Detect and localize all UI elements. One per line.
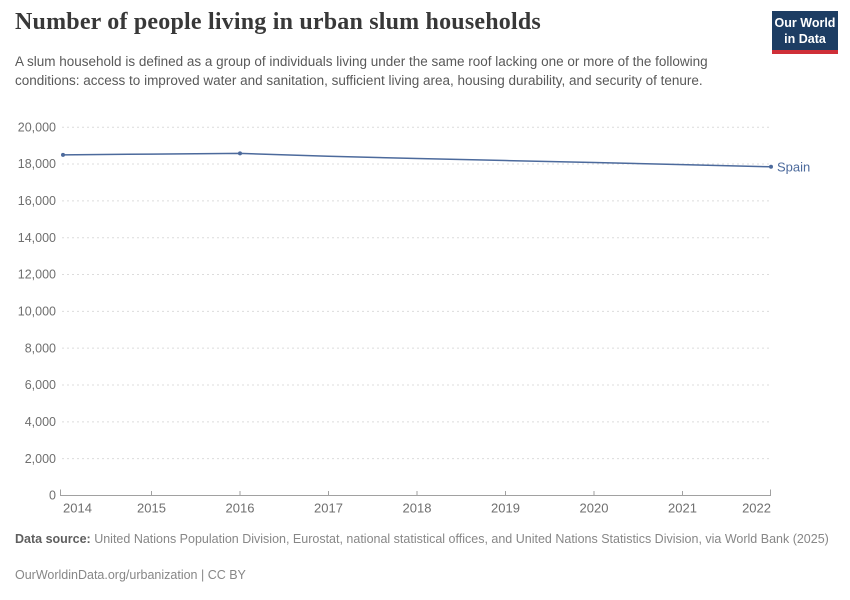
y-tick-label: 12,000: [18, 268, 56, 282]
attribution-line: OurWorldinData.org/urbanization | CC BY: [15, 568, 246, 582]
data-point-marker: [238, 151, 242, 156]
page-title: Number of people living in urban slum ho…: [15, 9, 541, 35]
x-tick-label: 2014: [63, 501, 92, 516]
y-tick-label: 20,000: [18, 120, 56, 134]
y-tick-label: 6,000: [25, 378, 56, 392]
y-tick-label: 16,000: [18, 194, 56, 208]
x-tick-label: 2015: [137, 501, 166, 516]
y-tick-label: 0: [49, 489, 56, 503]
y-tick-label: 8,000: [25, 341, 56, 355]
x-tick-label: 2016: [226, 501, 255, 516]
y-tick-label: 2,000: [25, 452, 56, 466]
x-tick-label: 2018: [403, 501, 432, 516]
x-tick-label: 2020: [580, 501, 609, 516]
line-chart: 0 2,000 4,000 6,000 8,000 10,000 12,000 14,000 1…: [18, 120, 810, 516]
x-tick-label: 2019: [491, 501, 520, 516]
chart-subtitle: A slum household is defined as a group o…: [15, 54, 708, 88]
x-tick-label: 2021: [668, 501, 697, 516]
x-tick-label: 2017: [314, 501, 343, 516]
y-tick-label: 10,000: [18, 305, 56, 319]
data-line: [62, 152, 772, 168]
data-source-text: United Nations Population Division, Euro…: [90, 532, 829, 546]
x-tick-label: 2022: [742, 501, 771, 516]
data-source-label: Data source:: [15, 532, 91, 546]
y-tick-label: 14,000: [18, 231, 56, 245]
y-tick-label: 18,000: [18, 157, 56, 171]
data-point-marker: [61, 152, 65, 157]
data-source-note: Data source: United Nations Population D…: [15, 530, 835, 548]
owid-logo: Our World in Data: [772, 11, 838, 54]
owid-logo-line1: Our World: [774, 16, 836, 30]
data-point-marker: [769, 164, 773, 169]
series-label: Spain: [777, 159, 810, 174]
owid-logo-line2: in Data: [784, 32, 826, 46]
y-tick-label: 4,000: [25, 415, 56, 429]
